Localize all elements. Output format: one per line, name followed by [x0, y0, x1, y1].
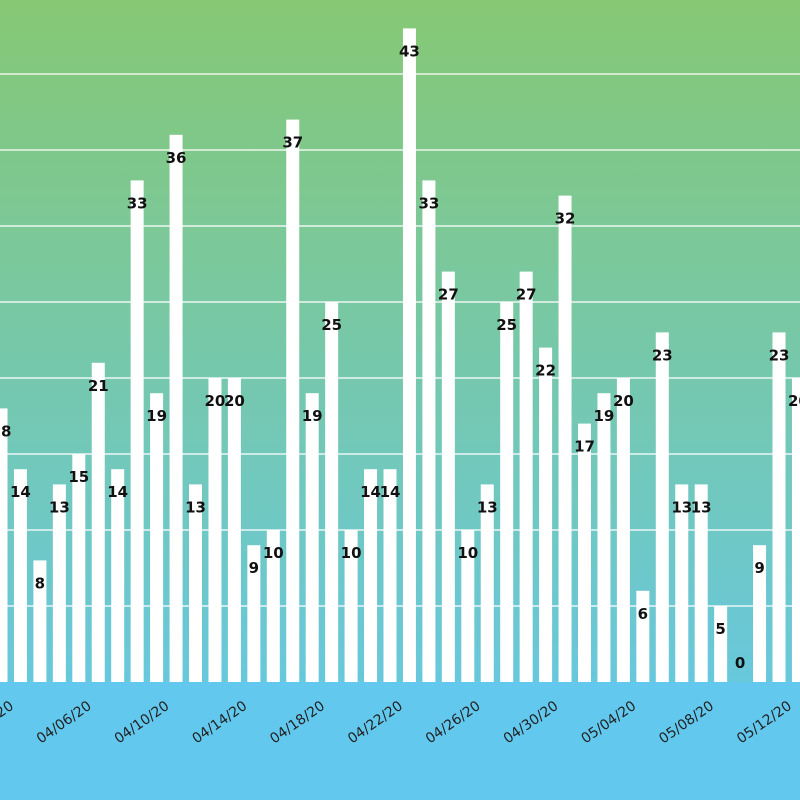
bar: [111, 469, 125, 682]
data-label: 14: [360, 483, 381, 501]
bar: [91, 362, 105, 682]
data-label: 22: [535, 362, 556, 380]
data-label: 25: [321, 316, 342, 334]
data-label: 13: [477, 498, 498, 516]
data-label: 20: [613, 392, 634, 410]
data-label: 14: [10, 483, 31, 501]
bar: [52, 484, 66, 682]
data-label: 13: [185, 498, 206, 516]
data-label: 23: [652, 346, 673, 364]
data-label: 19: [594, 407, 615, 425]
bar: [461, 530, 475, 682]
data-label: 20: [224, 392, 245, 410]
bar: [753, 545, 767, 682]
bar: [772, 332, 786, 682]
data-label: 32: [555, 210, 576, 228]
data-label: 18: [0, 422, 11, 440]
bar: [441, 271, 455, 682]
data-label: 36: [166, 149, 187, 167]
data-label: 5: [715, 620, 725, 638]
data-label: 14: [107, 483, 128, 501]
bar: [72, 454, 86, 682]
data-label: 6: [638, 605, 648, 623]
data-label: 33: [127, 194, 148, 212]
bar: [364, 469, 378, 682]
bar: [13, 469, 27, 682]
data-label: 37: [282, 134, 303, 152]
bar: [150, 393, 164, 682]
bar: [500, 302, 514, 682]
bar: [636, 590, 650, 682]
bar: [791, 378, 800, 682]
bar: [33, 560, 47, 682]
data-label: 23: [769, 346, 790, 364]
data-label: 19: [302, 407, 323, 425]
data-label: 10: [457, 544, 478, 562]
bar: [694, 484, 708, 682]
bar: [597, 393, 611, 682]
data-label: 43: [399, 42, 420, 60]
data-label: 15: [68, 468, 89, 486]
bar: [208, 378, 222, 682]
data-label: 27: [438, 286, 459, 304]
x-axis-band: [0, 682, 800, 800]
data-label: 21: [88, 377, 109, 395]
bar: [130, 180, 144, 682]
bar: [422, 180, 436, 682]
bar: [539, 347, 553, 682]
data-label: 20: [788, 392, 800, 410]
data-labels: 1814813152114331936132020910371925101414…: [0, 42, 800, 672]
bar: [402, 28, 416, 682]
bar: [227, 378, 241, 682]
bar: [675, 484, 689, 682]
data-label: 9: [249, 559, 259, 577]
bar: [578, 423, 591, 682]
data-label: 13: [691, 498, 712, 516]
data-label: 0: [735, 654, 745, 672]
bars: [0, 28, 800, 683]
data-label: 10: [263, 544, 284, 562]
bar: [247, 545, 261, 682]
bar: [189, 484, 202, 682]
data-label: 27: [516, 286, 537, 304]
bar: [325, 302, 339, 682]
bar: [266, 530, 280, 682]
data-label: 9: [754, 559, 764, 577]
data-label: 20: [205, 392, 226, 410]
bar: [383, 469, 397, 682]
data-label: 10: [341, 544, 362, 562]
data-label: 13: [671, 498, 692, 516]
bar: [344, 530, 358, 682]
bar: [616, 378, 630, 682]
data-label: 33: [418, 194, 439, 212]
data-label: 17: [574, 438, 595, 456]
bar: [0, 408, 8, 682]
bar: [286, 119, 300, 683]
bar: [169, 134, 183, 683]
bar: [480, 484, 494, 682]
bar: [714, 606, 728, 682]
data-label: 8: [35, 574, 45, 592]
data-label: 14: [380, 483, 401, 501]
bar: [519, 271, 533, 682]
data-label: 19: [146, 407, 167, 425]
data-label: 13: [49, 498, 70, 516]
bar: [558, 195, 572, 682]
bar: [655, 332, 669, 682]
bar: [305, 393, 319, 682]
data-label: 25: [496, 316, 517, 334]
